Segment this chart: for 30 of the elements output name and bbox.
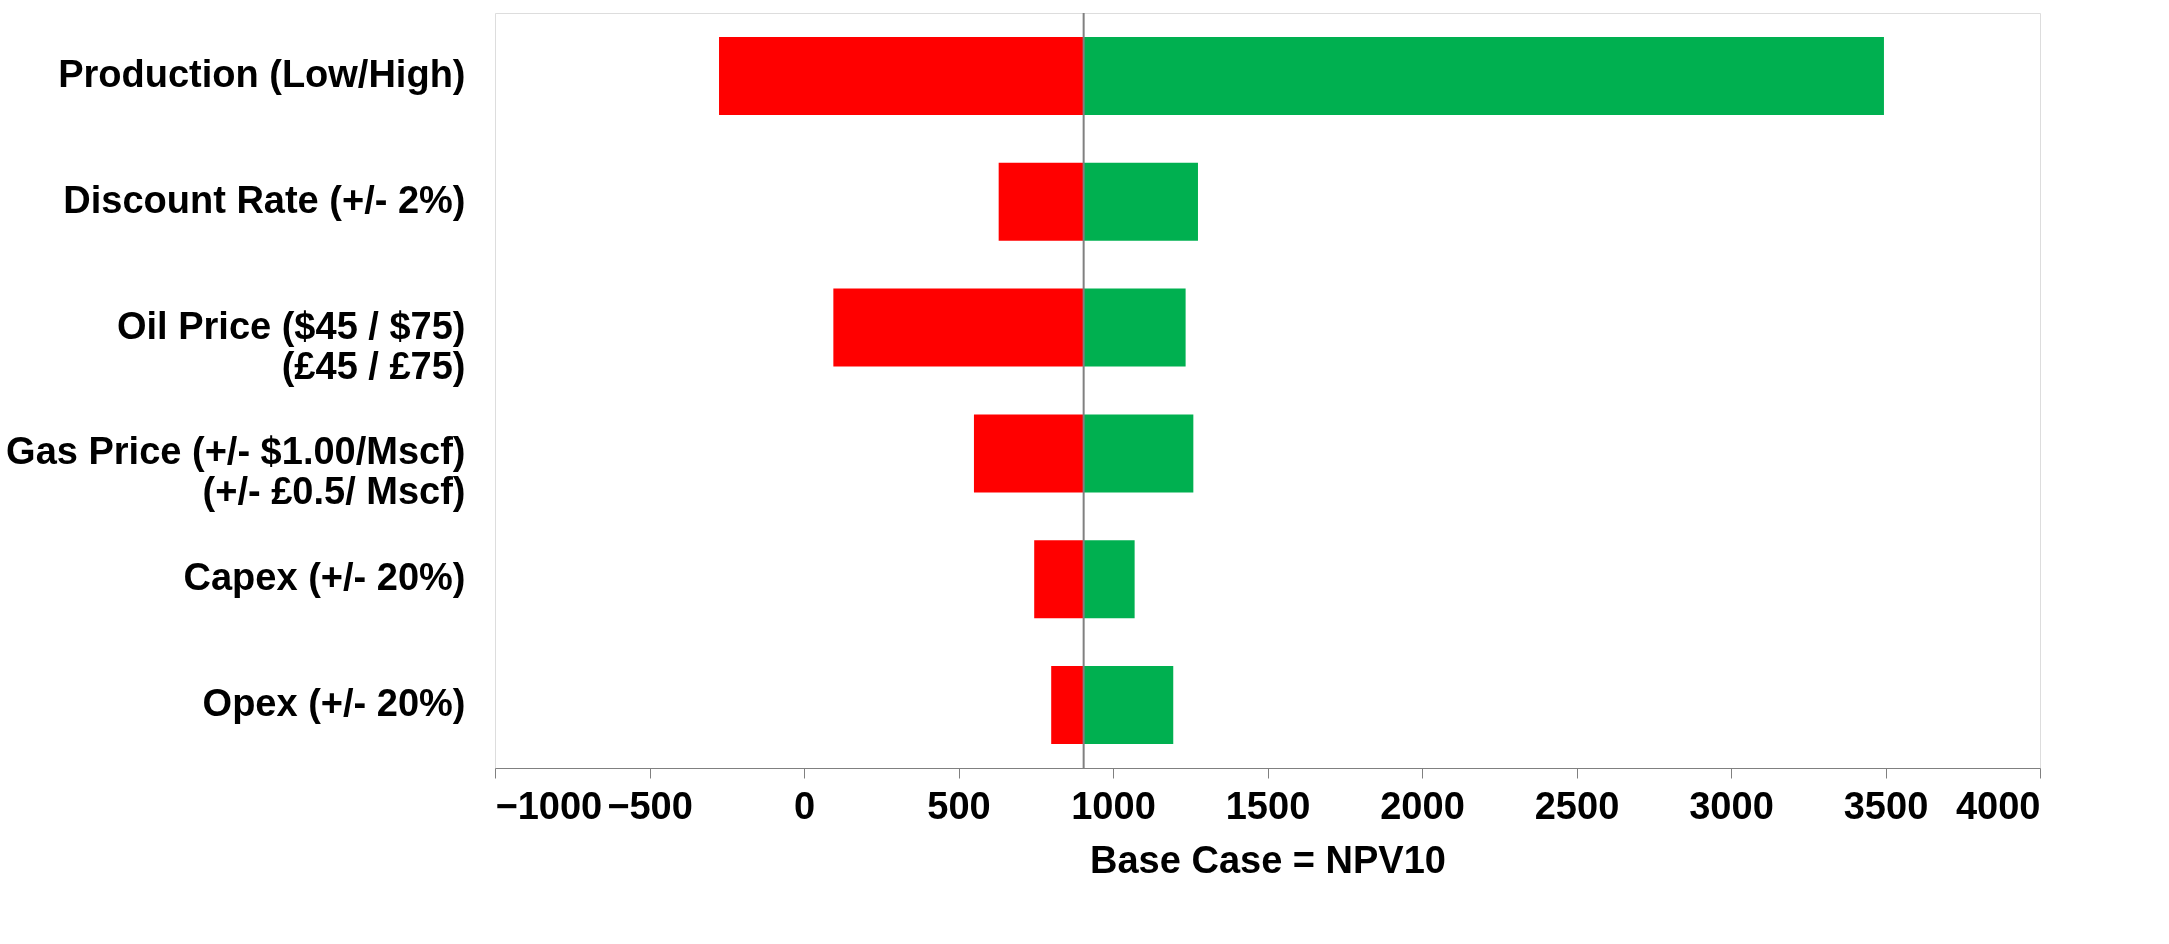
bar bbox=[1051, 666, 1084, 745]
x-tick-label: 1500 bbox=[1225, 784, 1311, 827]
x-tick-label: 4000 bbox=[1955, 784, 2041, 827]
bar bbox=[1083, 540, 1135, 619]
x-tick-label: 2500 bbox=[1534, 784, 1620, 827]
x-tick-label: 3000 bbox=[1689, 784, 1774, 827]
x-tick-label: 2000 bbox=[1380, 784, 1465, 827]
bar bbox=[1083, 666, 1174, 745]
bar bbox=[1083, 36, 1884, 115]
bar bbox=[1083, 162, 1198, 241]
bar bbox=[1083, 288, 1186, 367]
bar bbox=[833, 288, 1084, 367]
x-tick-label: 500 bbox=[927, 784, 991, 827]
x-tick-label: −500 bbox=[607, 784, 693, 827]
x-axis-title: Base Case = NPV10 bbox=[1090, 838, 1446, 881]
x-tick-label: −1000 bbox=[495, 784, 603, 827]
bar bbox=[719, 36, 1084, 115]
bar bbox=[1034, 540, 1084, 619]
y-tick-label: Oil Price ($45 / $75) (£45 / £75) bbox=[116, 304, 466, 387]
x-tick-label: 3500 bbox=[1843, 784, 1929, 827]
bar bbox=[998, 162, 1084, 241]
x-tick-label: 1000 bbox=[1071, 784, 1156, 827]
bar bbox=[973, 414, 1084, 493]
x-tick-label: 0 bbox=[793, 784, 816, 827]
y-tick-label: Discount Rate (+/- 2%) bbox=[63, 178, 466, 221]
y-tick-label: Production (Low/High) bbox=[58, 52, 466, 95]
y-tick-label: Capex (+/- 20%) bbox=[183, 556, 466, 599]
bar bbox=[1083, 414, 1194, 493]
y-tick-label: Gas Price (+/- $1.00/Mscf) (+/- £0.5/ Mscf) bbox=[6, 430, 466, 513]
y-tick-label: Opex (+/- 20%) bbox=[202, 682, 466, 725]
